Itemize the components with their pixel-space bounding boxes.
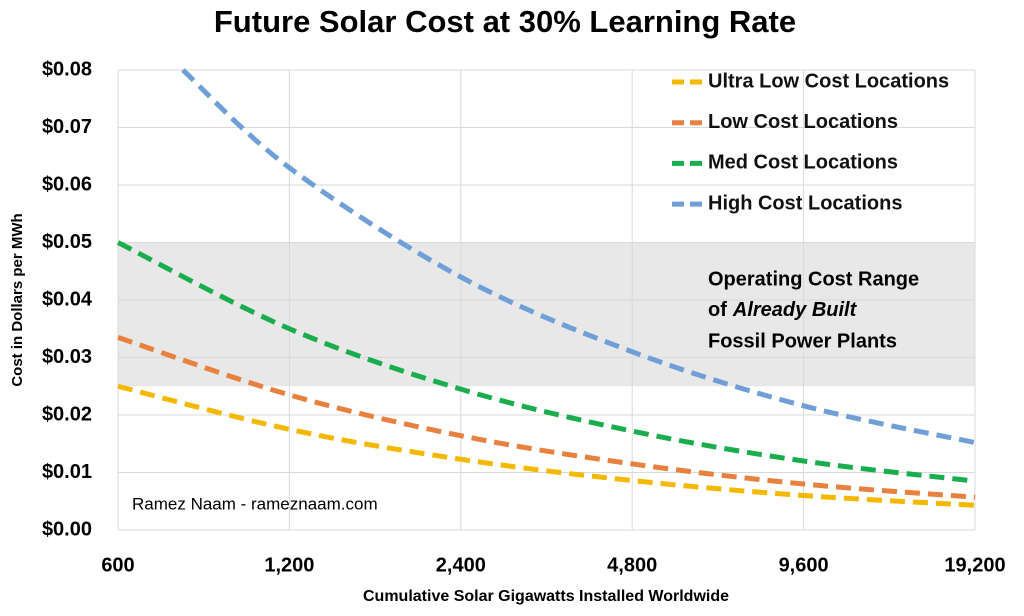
x-tick-label: 4,800 [607, 554, 657, 576]
y-tick-label: $0.07 [42, 116, 92, 138]
y-tick-label: $0.05 [42, 231, 92, 253]
cost-band [118, 242, 975, 387]
annotation: Fossil Power Plants [708, 330, 897, 352]
annotation-part: of [708, 299, 727, 321]
x-tick-label: 2,400 [436, 554, 486, 576]
x-tick-label: 19,200 [944, 554, 1005, 576]
legend-label: Low Cost Locations [708, 111, 898, 133]
y-tick-label: $0.01 [42, 461, 92, 483]
y-tick-label: $0.02 [42, 403, 92, 425]
annotation: Operating Cost Range [708, 268, 919, 290]
x-axis-label: Cumulative Solar Gigawatts Installed Wor… [363, 588, 729, 605]
y-tick-label: $0.04 [42, 288, 93, 310]
annotation-part: Already Built [732, 299, 858, 321]
x-tick-label: 1,200 [264, 554, 314, 576]
series-line [117, 383, 976, 508]
y-tick-label: $0.03 [42, 346, 92, 368]
series-line [181, 68, 976, 446]
y-tick-label: $0.08 [42, 58, 92, 80]
legend-label: High Cost Locations [708, 192, 902, 214]
legend-label: Ultra Low Cost Locations [708, 70, 949, 92]
y-tick-label: $0.06 [42, 173, 92, 195]
y-tick-label: $0.00 [42, 518, 92, 540]
x-tick-label: 600 [101, 554, 134, 576]
annotation: of Already Built [708, 299, 858, 321]
series-line [117, 335, 976, 500]
credit: Ramez Naam - rameznaam.com [132, 494, 378, 513]
x-tick-label: 9,600 [779, 554, 829, 576]
legend-label: Med Cost Locations [708, 152, 898, 174]
y-axis-label: Cost in Dollars per MWh [9, 213, 26, 386]
series-line [116, 240, 976, 484]
chart-title: Future Solar Cost at 30% Learning Rate [214, 4, 796, 39]
